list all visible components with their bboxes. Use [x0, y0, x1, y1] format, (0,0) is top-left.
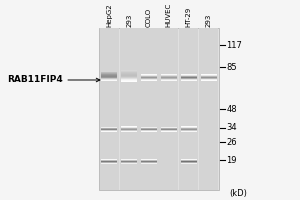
Text: HepG2: HepG2	[106, 4, 112, 27]
Bar	[121, 78, 137, 79]
Text: 117: 117	[226, 41, 242, 50]
Bar	[121, 74, 137, 75]
Text: HT-29: HT-29	[186, 7, 192, 27]
Bar	[101, 75, 117, 76]
Bar	[121, 75, 137, 76]
Bar	[121, 71, 137, 72]
Text: HUVEC: HUVEC	[166, 3, 172, 27]
Text: (kD): (kD)	[229, 189, 247, 198]
Bar	[121, 80, 137, 81]
Text: COLO: COLO	[146, 8, 152, 27]
Bar	[101, 78, 117, 79]
Text: 19: 19	[226, 156, 237, 165]
Bar	[100, 28, 119, 190]
Bar	[179, 28, 198, 190]
Text: 85: 85	[226, 63, 237, 72]
Bar	[121, 81, 137, 82]
Text: 34: 34	[226, 123, 237, 132]
Bar	[159, 28, 178, 190]
Bar	[99, 28, 219, 190]
Text: RAB11FIP4: RAB11FIP4	[7, 75, 100, 84]
Bar	[101, 80, 117, 81]
Bar	[101, 76, 117, 77]
Bar	[121, 79, 137, 80]
Bar	[101, 77, 117, 78]
Bar	[121, 76, 137, 77]
Text: 26: 26	[226, 138, 237, 147]
Bar	[121, 73, 137, 74]
Bar	[101, 79, 117, 80]
Text: 293: 293	[206, 14, 212, 27]
Text: 293: 293	[126, 14, 132, 27]
Bar	[140, 28, 159, 190]
Bar	[121, 70, 137, 71]
Bar	[101, 73, 117, 74]
Text: 48: 48	[226, 105, 237, 114]
Bar	[199, 28, 218, 190]
Bar	[119, 28, 139, 190]
Bar	[121, 72, 137, 73]
Bar	[101, 74, 117, 75]
Bar	[101, 72, 117, 73]
Bar	[121, 77, 137, 78]
